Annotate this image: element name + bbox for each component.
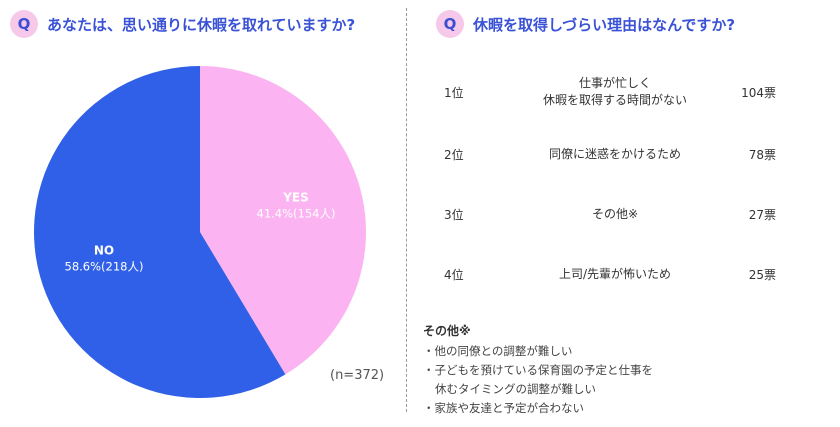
ranking-row: 1位 仕事が忙しく休暇を取得する時間がない 104票 [420,70,830,114]
ranking-reason-line: 休暇を取得する時間がない [542,93,687,107]
pie-slice-yes [200,66,366,375]
ranking-reason-line: 同僚に迷惑をかけるため [548,146,681,161]
pie-label-no: NO [94,244,114,258]
ranking-row: 2位 同僚に迷惑をかけるため 78票 [420,132,830,176]
ranking-reason-line: 仕事が忙しく [578,76,651,90]
ranking-votes: 25票 [748,267,776,282]
other-reason-line: ・他の同僚との調整が難しい [423,344,573,358]
ranking-reason: その他※ [500,192,730,236]
question-badge-left: Q [10,10,38,38]
ranking-row: 3位 その他※ 27票 [420,192,830,236]
ranking-position: 2位 [444,147,464,162]
other-reasons-list: ・他の同僚との調整が難しい・子どもを預けている保育園の予定と仕事を休むタイミング… [423,342,653,418]
other-reason-line: ・家族や友達と予定が合わない [423,401,584,415]
pie-value-yes: 41.4%(154人) [257,206,336,220]
pie-slice-no [33,66,286,399]
pie-value-no: 58.6%(218人) [65,260,144,274]
ranking-votes: 104票 [741,85,776,100]
ranking-votes: 27票 [748,207,776,222]
panel-divider [406,8,407,412]
other-reason-item: ・家族や友達と予定が合わない [423,399,653,418]
sample-size-label: (n=372) [330,368,385,383]
other-reasons-title: その他※ [423,324,471,338]
ranking-reason: 仕事が忙しく休暇を取得する時間がない [500,70,730,114]
pie-chart: YES 41.4%(154人) NO 58.6%(218人) [33,66,366,399]
other-reason-item: ・他の同僚との調整が難しい [423,342,653,361]
ranking-position: 1位 [444,85,464,100]
ranking-votes: 78票 [748,147,776,162]
ranking-row: 4位 上司/先輩が怖いため 25票 [420,252,830,296]
ranking-position: 4位 [444,267,464,282]
left-question-title: あなたは、思い通りに休暇を取れていますか? [47,16,356,34]
ranking-reason-line: その他※ [591,206,639,221]
ranking-reason: 上司/先輩が怖いため [500,252,730,296]
ranking-position: 3位 [444,207,464,222]
pie-label-yes: YES [282,190,309,204]
question-badge-right: Q [436,10,464,38]
ranking-reason: 同僚に迷惑をかけるため [500,132,730,176]
ranking-reason-line: 上司/先輩が怖いため [558,266,672,281]
right-question-title: 休暇を取得しづらい理由はなんですか? [473,16,736,34]
other-reason-line: 休むタイミングの調整が難しい [435,382,596,396]
other-reason-line: ・子どもを預けている保育園の予定と仕事を [423,363,653,377]
other-reason-item: ・子どもを預けている保育園の予定と仕事を休むタイミングの調整が難しい [423,361,653,399]
